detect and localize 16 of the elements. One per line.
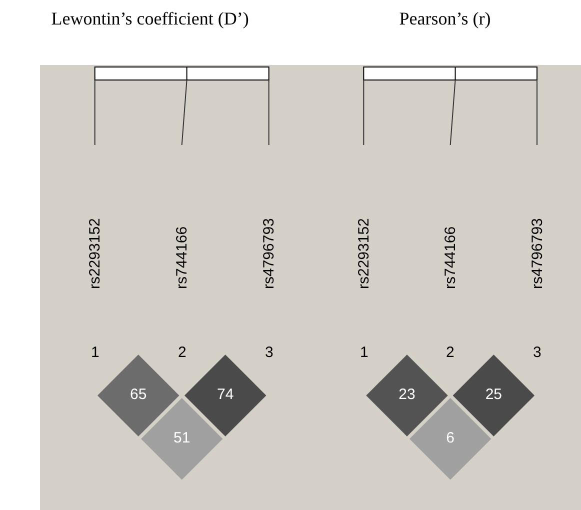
text: rs2293152 (356, 218, 373, 289)
text: 3 (265, 344, 274, 361)
data-label: 74 (217, 386, 234, 404)
data-label: 23 (398, 386, 416, 404)
text: rs4796793 (260, 218, 278, 289)
text: 3 (533, 344, 542, 361)
text: rs744166 (442, 226, 460, 289)
data-label: 25 (485, 386, 502, 404)
data-label: 51 (174, 430, 190, 447)
text: rs744166 (174, 226, 191, 289)
data-label: 65 (130, 386, 147, 404)
text: rs2293152 (86, 218, 104, 289)
data-label: 6 (446, 430, 454, 447)
text: Lewontin’s coefficient (D’) (51, 8, 249, 28)
text: Pearson’s (r) (399, 8, 491, 28)
text: rs4796793 (528, 218, 546, 289)
